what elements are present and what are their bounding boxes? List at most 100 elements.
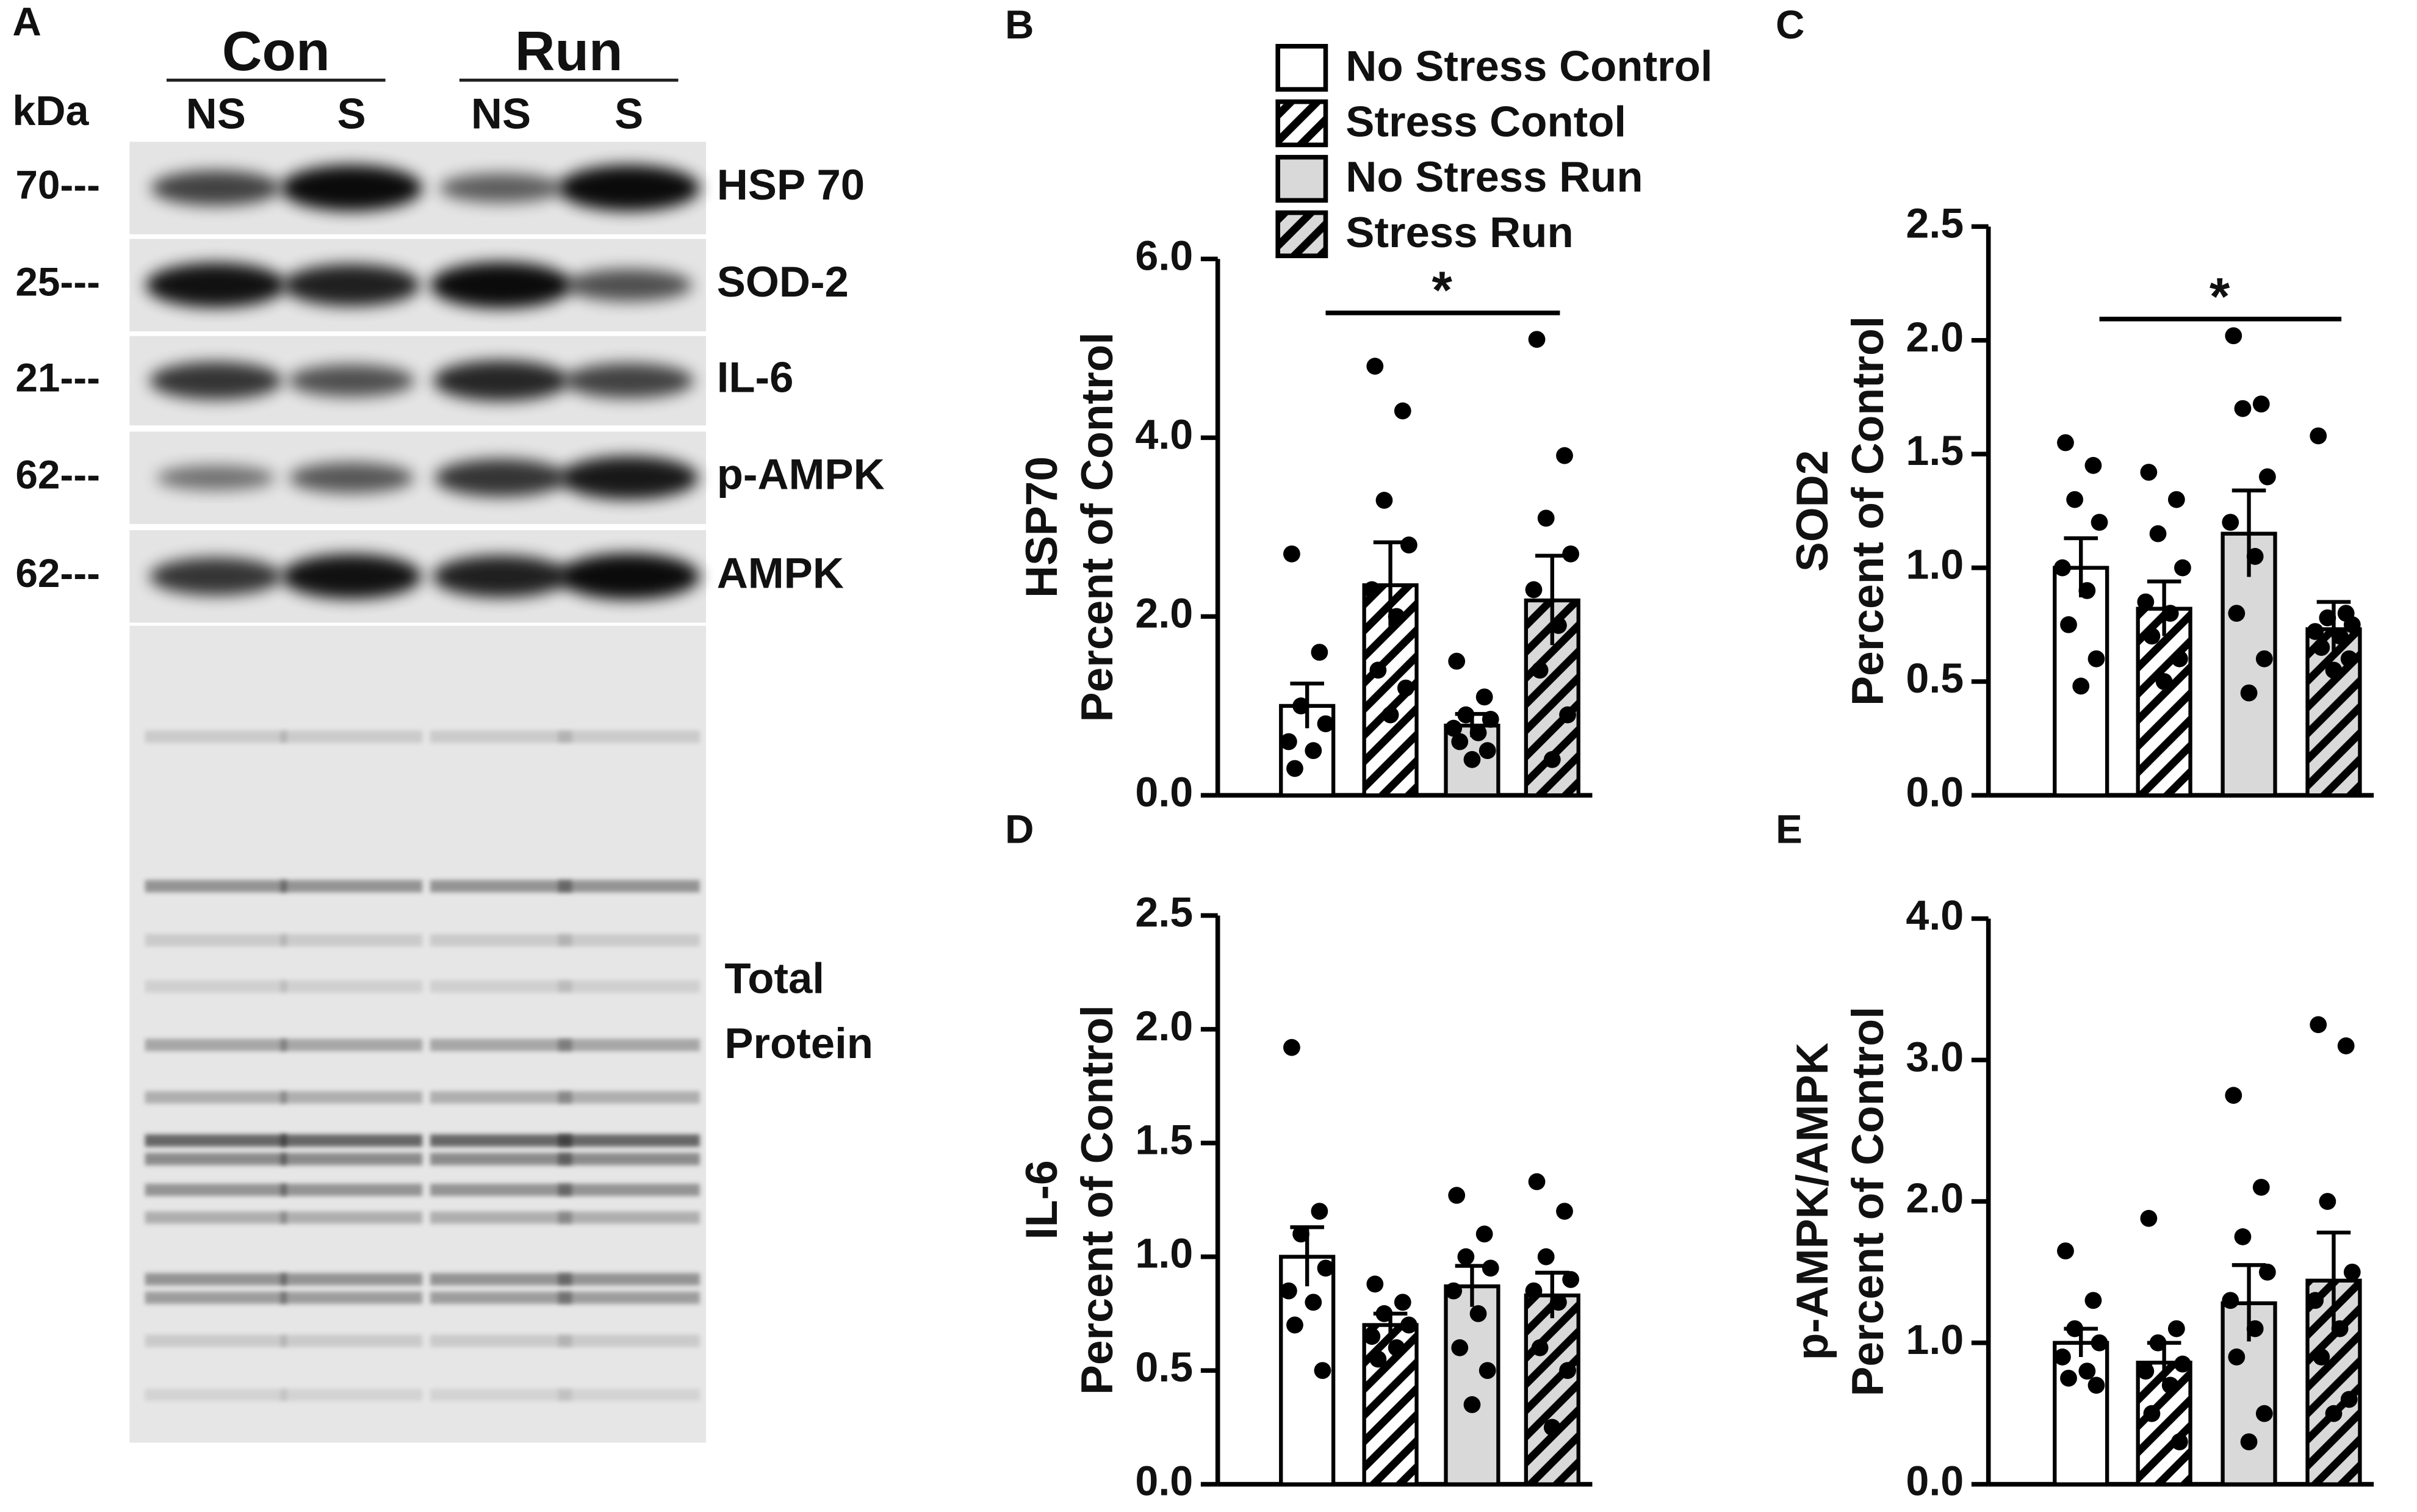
data-point xyxy=(1543,1419,1561,1436)
legend-swatch xyxy=(1275,99,1328,148)
data-point xyxy=(2319,609,2336,627)
y-axis-label: Percent of Control xyxy=(1072,332,1122,722)
blot-band xyxy=(145,262,286,308)
blot-band xyxy=(281,553,422,599)
blot-band xyxy=(433,360,569,401)
y-tick-label: 1.5 xyxy=(1135,1117,1193,1163)
data-point xyxy=(2234,400,2252,417)
total-protein-band xyxy=(280,1273,423,1286)
data-point xyxy=(1475,688,1493,706)
y-tick-label: 0.0 xyxy=(1906,769,1964,815)
data-point xyxy=(2340,1391,2358,1408)
lane-label: S xyxy=(614,90,643,138)
total-protein-band xyxy=(145,934,287,946)
data-point xyxy=(1531,1339,1549,1356)
data-point xyxy=(2307,623,2324,640)
total-protein-band xyxy=(430,1039,572,1051)
data-point xyxy=(1311,1203,1328,1220)
data-point xyxy=(2140,464,2158,481)
total-protein-band xyxy=(145,1388,287,1402)
blot-band xyxy=(439,173,563,203)
total-protein-band xyxy=(280,1388,423,1402)
data-point xyxy=(2225,1087,2242,1104)
data-point xyxy=(2343,616,2361,633)
legend-label: No Stress Control xyxy=(1345,41,1712,90)
blot-band xyxy=(149,361,283,400)
data-point xyxy=(2222,514,2239,531)
data-point xyxy=(2167,1320,2185,1337)
blot-band xyxy=(434,458,567,497)
data-point xyxy=(2337,1037,2355,1054)
data-point xyxy=(1292,1225,1309,1243)
data-point xyxy=(1375,1305,1393,1322)
data-point xyxy=(1525,581,1543,599)
data-point xyxy=(2084,456,2102,474)
total-protein-band xyxy=(145,1183,287,1197)
total-protein-band xyxy=(280,1334,423,1347)
total-protein-band xyxy=(558,1334,700,1347)
band-label: Protein xyxy=(724,1019,873,1067)
total-protein-band xyxy=(558,1388,700,1402)
y-tick-label: 0.5 xyxy=(1135,1344,1193,1391)
data-point xyxy=(1543,751,1561,768)
data-point xyxy=(1479,1362,1496,1380)
data-point xyxy=(2258,468,2276,486)
data-point xyxy=(2137,1363,2155,1380)
blot-band xyxy=(280,165,423,212)
data-point xyxy=(2325,661,2343,679)
y-tick-label: 4.0 xyxy=(1906,893,1964,939)
y-tick-label: 6.0 xyxy=(1135,232,1193,279)
data-point xyxy=(1559,706,1576,724)
data-point xyxy=(1550,1294,1567,1311)
data-point xyxy=(2149,1334,2167,1352)
total-protein-band xyxy=(430,1183,572,1197)
y-axis-label: Percent of Control xyxy=(1843,316,1893,706)
band-label: AMPK xyxy=(717,549,844,597)
panel-letter: A xyxy=(12,0,41,44)
total-protein-band xyxy=(430,1153,572,1165)
unit-label: kDa xyxy=(12,88,89,134)
data-point xyxy=(1550,617,1567,634)
data-point xyxy=(1363,581,1381,599)
data-point xyxy=(2060,1369,2077,1387)
blot-band xyxy=(558,553,700,600)
data-point xyxy=(1375,492,1393,509)
legend-label: Stress Contol xyxy=(1345,97,1626,145)
data-point xyxy=(1283,1039,1300,1056)
data-point xyxy=(1314,1362,1331,1380)
data-point xyxy=(1479,742,1496,760)
y-tick-label: 2.0 xyxy=(1135,1003,1193,1049)
y-axis-label: IL-6 xyxy=(1017,1160,1067,1239)
data-point xyxy=(2258,1263,2276,1281)
data-point xyxy=(2054,1348,2071,1366)
y-tick-label: 0.0 xyxy=(1906,1458,1964,1505)
data-point xyxy=(1388,608,1405,625)
data-point xyxy=(1366,358,1384,375)
data-point xyxy=(1457,1248,1475,1265)
y-tick-label: 0.0 xyxy=(1135,769,1193,815)
data-point xyxy=(2319,1193,2336,1210)
y-axis-label: Percent of Control xyxy=(1072,1005,1122,1395)
y-axis-label: Percent of Control xyxy=(1843,1007,1893,1397)
data-point xyxy=(2174,1355,2191,1373)
data-point xyxy=(1400,536,1417,554)
total-protein-band xyxy=(280,1039,423,1051)
data-point xyxy=(2137,593,2155,611)
data-point xyxy=(1559,1362,1576,1380)
total-protein-band xyxy=(430,730,572,743)
total-protein-band xyxy=(145,1211,287,1224)
data-point xyxy=(2313,639,2330,656)
data-point xyxy=(1537,1248,1555,1265)
blot-band xyxy=(432,555,570,598)
data-point xyxy=(1305,1294,1322,1311)
blot-band xyxy=(566,268,693,301)
data-point xyxy=(1451,1339,1469,1356)
data-point xyxy=(1363,1328,1381,1345)
data-point xyxy=(1537,509,1555,527)
data-point xyxy=(1451,733,1469,751)
data-point xyxy=(1369,1350,1387,1368)
total-protein-band xyxy=(558,934,700,946)
significance-label: * xyxy=(2210,267,2230,326)
kda-label: 62--- xyxy=(15,551,100,596)
data-point xyxy=(2066,1320,2084,1337)
